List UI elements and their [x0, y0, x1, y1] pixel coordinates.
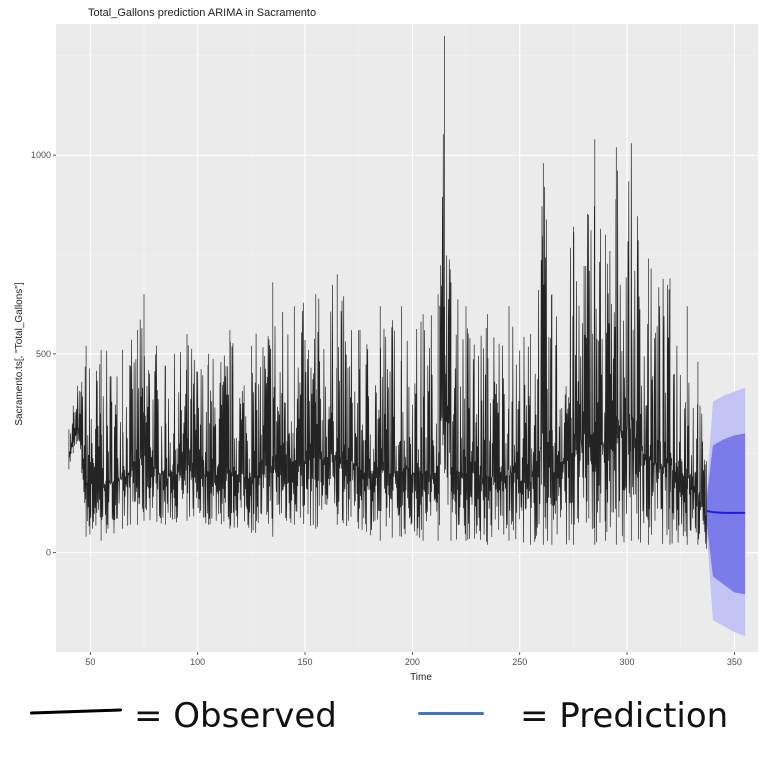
observed-line — [68, 35, 707, 549]
x-axis-ticks: 50 100 150 200 250 300 350 — [85, 652, 742, 667]
forecast-series — [706, 509, 746, 514]
x-tick-label: 150 — [298, 657, 313, 667]
x-tick-label: 50 — [85, 657, 95, 667]
observed-series — [68, 35, 707, 549]
legend-observed-label: = Observed — [134, 696, 337, 736]
x-tick-label: 350 — [727, 657, 742, 667]
y-tick-label: 1000 — [31, 150, 51, 160]
chart-title: Total_Gallons prediction ARIMA in Sacram… — [88, 7, 316, 19]
y-tick-label: 500 — [36, 349, 51, 359]
x-tick-label: 200 — [405, 657, 420, 667]
legend-prediction-label: = Prediction — [520, 696, 729, 736]
y-axis-ticks: 0 500 1000 — [31, 150, 56, 558]
x-tick-label: 300 — [620, 657, 635, 667]
legend-prediction-swatch — [418, 712, 484, 715]
legend-observed-swatch — [29, 708, 123, 715]
arima-chart: Total_Gallons prediction ARIMA in Sacram… — [14, 7, 758, 683]
x-tick-label: 100 — [190, 657, 205, 667]
forecast-mean-line — [706, 509, 746, 514]
x-axis-label: Time — [410, 672, 432, 683]
y-axis-label: Sacramento.ts[, "Total_Gallons"] — [14, 282, 25, 425]
legend: = Observed = Prediction — [0, 688, 765, 750]
plot-panel — [56, 24, 758, 652]
x-tick-label: 250 — [512, 657, 527, 667]
y-tick-label: 0 — [46, 548, 51, 558]
